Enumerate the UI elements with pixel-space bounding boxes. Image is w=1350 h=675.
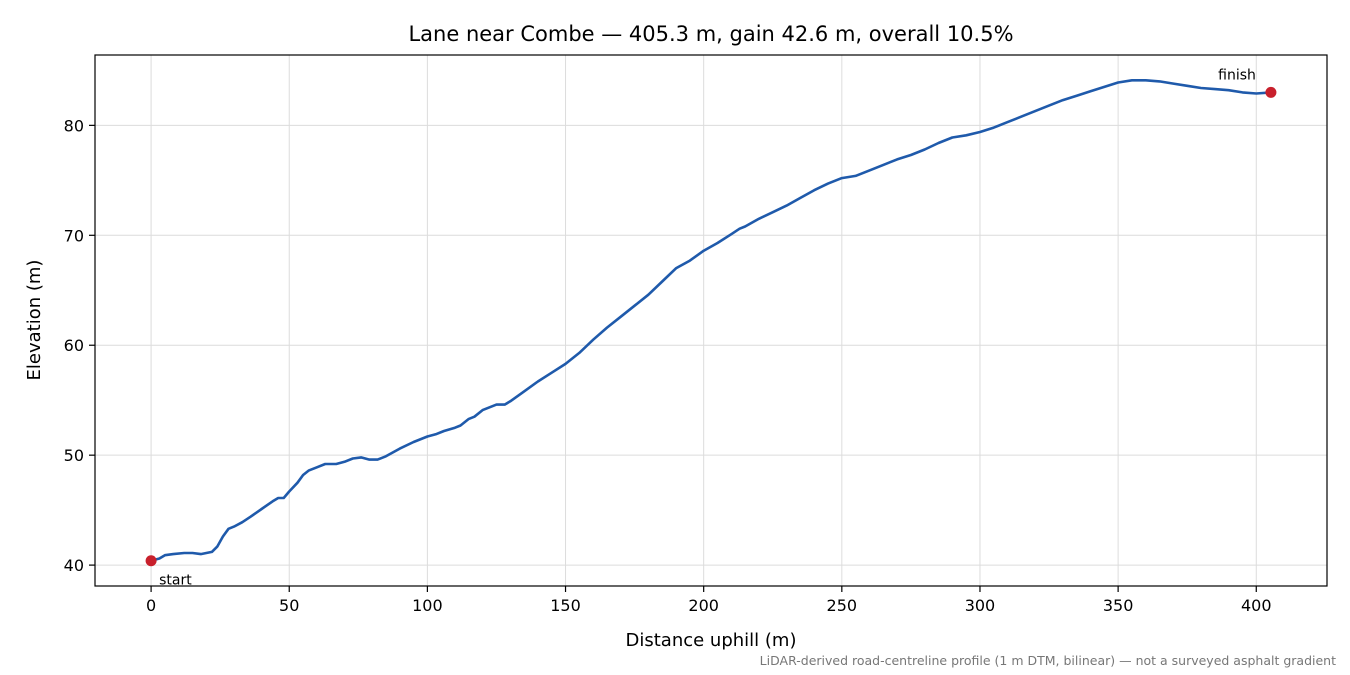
- y-axis-label: Elevation (m): [24, 260, 45, 381]
- x-tick-label: 100: [412, 596, 443, 615]
- plot-frame: [94, 54, 1328, 587]
- x-tick-label: 350: [1103, 596, 1134, 615]
- tick-layer: 0 50 100 150 200 250 300 350 400 40 50 60 70 80: [64, 116, 1272, 615]
- y-tick-label: 70: [64, 226, 84, 245]
- elevation-line: [149, 79, 1273, 563]
- chart-title: Lane near Combe — 405.3 m, gain 42.6 m, …: [408, 22, 1013, 46]
- y-tick-label: 80: [64, 116, 84, 135]
- y-tick-label: 50: [64, 446, 84, 465]
- grid-lines: [95, 55, 1327, 586]
- finish-marker: [1265, 86, 1277, 98]
- finish-label: finish: [1218, 67, 1256, 83]
- x-tick-label: 200: [688, 596, 719, 615]
- x-tick-label: 400: [1241, 596, 1272, 615]
- x-axis-label: Distance uphill (m): [626, 630, 797, 651]
- start-label: start: [159, 573, 192, 589]
- y-tick-label: 40: [64, 556, 84, 575]
- x-tick-label: 150: [550, 596, 581, 615]
- series-layer: start finish: [145, 67, 1277, 589]
- start-marker: [145, 555, 157, 567]
- x-tick-label: 0: [146, 596, 156, 615]
- x-tick-label: 50: [279, 596, 299, 615]
- x-tick-label: 250: [827, 596, 858, 615]
- x-tick-label: 300: [965, 596, 996, 615]
- chart-caption: LiDAR-derived road-centreline profile (1…: [760, 653, 1336, 668]
- y-tick-label: 60: [64, 336, 84, 355]
